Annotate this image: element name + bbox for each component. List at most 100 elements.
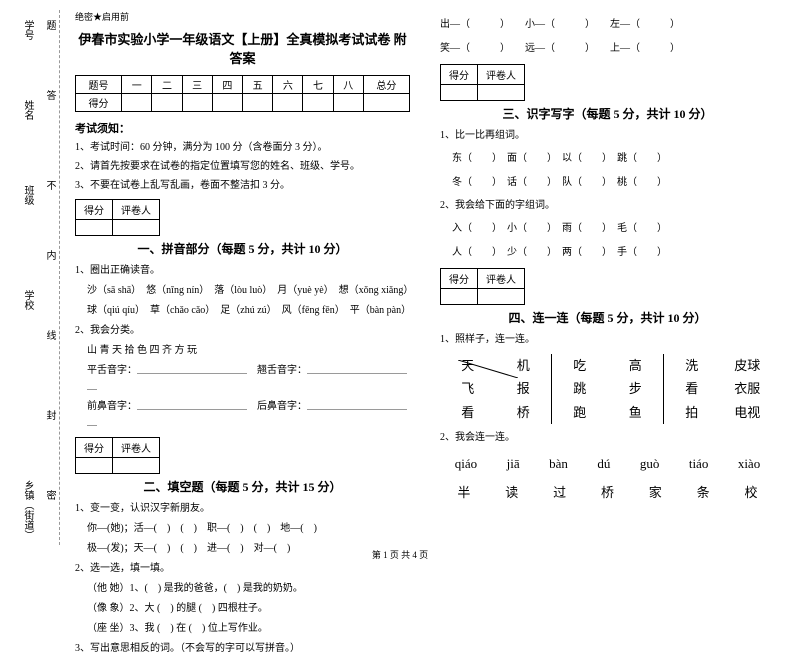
score-cell	[212, 94, 242, 112]
score-header-cell: 七	[303, 76, 333, 94]
conn-item: 飞	[440, 377, 496, 400]
q2-2-a: （他 她）1、( ) 是我的爸爸，( ) 是我的奶奶。	[75, 581, 410, 597]
example-line-icon	[458, 360, 518, 378]
margin-seal-nei: 内	[42, 250, 57, 260]
score-value-row: 得分	[76, 94, 410, 112]
notice-item: 2、请首先按要求在试卷的指定位置填写您的姓名、班级、学号。	[75, 159, 410, 174]
q3-1-b: 冬（ ） 话（ ） 队（ ） 桃（ ）	[440, 174, 775, 192]
score-header-row: 题号 一 二 三 四 五 六 七 八 总分	[76, 76, 410, 94]
score-cell	[273, 94, 303, 112]
connection-table: 天 飞 看 机 报 桥 吃 跳 跑 高 步	[440, 354, 775, 424]
conn-item: 皮球	[720, 354, 776, 377]
score-cell	[152, 94, 182, 112]
hanzi-item: 桥	[601, 482, 614, 501]
conn-item: 桥	[496, 401, 552, 424]
conn-col-2: 吃 跳 跑 高 步 鱼	[551, 354, 664, 424]
score-table: 题号 一 二 三 四 五 六 七 八 总分 得分	[75, 75, 410, 112]
conn-sub: 高 步 鱼	[608, 354, 664, 424]
margin-seal-mi: 密	[42, 490, 57, 500]
conn-col-3: 洗 看 拍 皮球 衣服 电视	[664, 354, 775, 424]
hanzi-item: 家	[649, 482, 662, 501]
q1-2-a: 平舌音字：＿＿＿＿＿＿＿＿＿＿＿ 翘舌音字：＿＿＿＿＿＿＿＿＿＿＿	[75, 363, 410, 395]
q4-2: 2、我会连一连。	[440, 430, 775, 446]
pinyin-item: tiáo	[689, 456, 709, 472]
pinyin-row: qiáo jiā bàn dú guò tiáo xiào	[440, 456, 775, 472]
q3-2-b: 人（ ） 少（ ） 两（ ） 手（ ）	[440, 244, 775, 262]
score-header-cell: 一	[122, 76, 152, 94]
q2-2: 2、选一选，填一填。	[75, 561, 410, 577]
score-cell	[363, 94, 409, 112]
q2-3: 3、写出意思相反的词。（不会写的字可以写拼音。）	[75, 641, 410, 657]
margin-label-xuehao: 学号	[20, 20, 35, 40]
left-column: 绝密★启用前 伊春市实验小学一年级语文【上册】全真模拟考试试卷 附答案 题号 一…	[60, 10, 425, 545]
hanzi-item: 过	[553, 482, 566, 501]
section-score-box: 得分评卷人	[440, 268, 525, 305]
margin-seal-feng: 封	[42, 410, 57, 420]
score-header-cell: 八	[333, 76, 363, 94]
q2-2-b: （像 象）2、大 ( ) 的腿 ( ) 四根柱子。	[75, 601, 410, 617]
section2-title: 二、填空题（每题 5 分，共计 15 分）	[75, 478, 410, 495]
conn-item: 电视	[720, 401, 776, 424]
score-cell	[122, 94, 152, 112]
margin-label-banji: 班级	[20, 185, 35, 205]
conn-item: 衣服	[720, 377, 776, 400]
binding-margin: 学号 题 姓名 答 班级 不 学校 内 线 封 乡镇（街道） 密	[0, 10, 60, 545]
q4-1: 1、照样子，连一连。	[440, 332, 775, 348]
score-header-cell: 题号	[76, 76, 122, 94]
section4-title: 四、连一连（每题 5 分，共计 10 分）	[440, 309, 775, 326]
scorebox-label: 得分	[441, 269, 478, 289]
scorebox-cell	[76, 220, 113, 236]
score-cell	[303, 94, 333, 112]
conn-item: 步	[608, 377, 664, 400]
q1-2-b: 前鼻音字：＿＿＿＿＿＿＿＿＿＿＿ 后鼻音字：＿＿＿＿＿＿＿＿＿＿＿	[75, 399, 410, 431]
q2-1-a: 你—(她)；活—( ) ( ) 职—( ) ( ) 地—( )	[75, 521, 410, 537]
conn-item: 跑	[552, 401, 608, 424]
score-header-cell: 五	[242, 76, 272, 94]
pinyin-item: bàn	[549, 456, 568, 472]
conn-item: 吃	[552, 354, 608, 377]
score-header-cell: 二	[152, 76, 182, 94]
notice-item: 1、考试时间：60 分钟，满分为 100 分（含卷面分 3 分）。	[75, 140, 410, 155]
margin-seal-bu: 不	[42, 180, 57, 190]
score-header-cell: 六	[273, 76, 303, 94]
conn-item: 鱼	[608, 401, 664, 424]
scorebox-label: 评卷人	[113, 438, 160, 458]
exam-title: 伊春市实验小学一年级语文【上册】全真模拟考试试卷 附答案	[75, 29, 410, 67]
q3-1: 1、比一比再组词。	[440, 128, 775, 144]
scorebox-cell	[113, 220, 160, 236]
q2-1: 1、变一变，认识汉字新朋友。	[75, 501, 410, 517]
margin-seal-da: 答	[42, 90, 57, 100]
secret-label: 绝密★启用前	[75, 10, 410, 23]
score-header-cell: 总分	[363, 76, 409, 94]
q1-1-line2: 球（qiú qíu） 草（chǎo cǎo） 足（zhú zú） 风（fēng …	[75, 303, 410, 319]
scorebox-label: 评卷人	[478, 65, 525, 85]
score-header-cell: 四	[212, 76, 242, 94]
conn-item: 看	[664, 377, 720, 400]
scorebox-label: 得分	[76, 438, 113, 458]
q1-2: 2、我会分类。	[75, 323, 410, 339]
scorebox-cell	[113, 458, 160, 474]
r-line2: 笑—（ ） 远—（ ） 上—（ ）	[440, 40, 775, 58]
margin-label-xiangzhen: 乡镇（街道）	[20, 480, 35, 540]
conn-item: 报	[496, 377, 552, 400]
hanzi-item: 校	[744, 482, 757, 501]
margin-seal-xian: 线	[42, 330, 57, 340]
notice-title: 考试须知：	[75, 120, 410, 136]
scorebox-label: 评卷人	[478, 269, 525, 289]
page-container: 学号 题 姓名 答 班级 不 学校 内 线 封 乡镇（街道） 密 绝密★启用前 …	[0, 0, 800, 545]
q3-1-a: 东（ ） 面（ ） 以（ ） 跳（ ）	[440, 150, 775, 168]
pinyin-item: qiáo	[455, 456, 477, 472]
section1-title: 一、拼音部分（每题 5 分，共计 10 分）	[75, 240, 410, 257]
margin-label-xuexiao: 学校	[20, 290, 35, 310]
page-footer: 第 1 页 共 4 页	[0, 548, 800, 561]
scorebox-cell	[478, 289, 525, 305]
hanzi-row: 半 读 过 桥 家 条 校	[440, 482, 775, 501]
q3-2-a: 入（ ） 小（ ） 雨（ ） 毛（ ）	[440, 220, 775, 238]
right-column: 出—（ ） 小—（ ） 左—（ ） 笑—（ ） 远—（ ） 上—（ ） 得分评卷…	[425, 10, 790, 545]
margin-label-xingming: 姓名	[20, 100, 35, 120]
q1-1: 1、圈出正确读音。	[75, 263, 410, 279]
scorebox-cell	[441, 289, 478, 305]
conn-item: 高	[608, 354, 664, 377]
score-cell	[333, 94, 363, 112]
scorebox-label: 评卷人	[113, 200, 160, 220]
